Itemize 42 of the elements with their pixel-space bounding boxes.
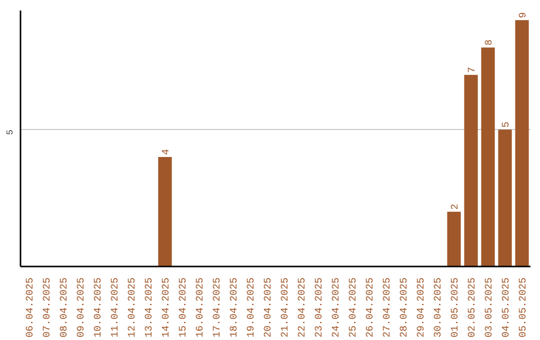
data-label: 8 [484,39,496,46]
x-tick-label: 20.04.2025 [264,277,274,338]
x-tick-label: 11.04.2025 [110,277,122,338]
x-tick-label: 30.04.2025 [434,277,444,338]
x-tick-label: 27.04.2025 [382,277,394,338]
x-tick-label: 29.04.2025 [416,277,428,338]
x-tick-label: 02.05.2025 [468,277,478,338]
x-tick-label: 21.04.2025 [280,277,292,338]
bar [464,74,478,266]
x-tick-label: 14.04.2025 [162,277,172,338]
x-tick-label: 03.05.2025 [484,277,496,338]
data-label: 4 [162,148,172,155]
x-tick-label: 16.04.2025 [196,277,206,338]
x-tick-label: 05.05.2025 [518,277,530,338]
bar [158,156,172,266]
x-tick-label: 28.04.2025 [400,277,410,338]
data-label: 2 [450,204,462,210]
x-tick-label: 06.04.2025 [26,277,36,338]
x-tick-label: 17.04.2025 [212,277,224,338]
x-tick-label: 15.04.2025 [178,277,190,338]
x-tick-label: 18.04.2025 [230,277,240,338]
x-tick-label: 25.04.2025 [348,277,360,338]
bar [447,212,461,266]
x-tick-label: 23.04.2025 [314,277,326,338]
x-tick-label: 24.04.2025 [332,277,342,338]
data-label: 7 [468,66,478,73]
data-label: 9 [518,12,530,18]
bar [481,47,495,266]
bar [515,20,529,266]
x-tick-label: 08.04.2025 [60,277,70,338]
x-tick-label: 10.04.2025 [94,277,104,338]
x-tick-label: 04.05.2025 [502,277,512,338]
x-tick-label: 01.05.2025 [450,277,462,338]
x-tick-label: 19.04.2025 [246,277,258,338]
x-tick-label: 12.04.2025 [128,277,138,338]
x-tick-label: 07.04.2025 [42,277,54,338]
bar [498,130,512,266]
x-tick-label: 22.04.2025 [298,277,308,338]
x-tick-label: 13.04.2025 [144,277,156,338]
data-label: 5 [502,122,512,128]
x-tick-label: 26.04.2025 [366,277,376,338]
x-tick-label: 09.04.2025 [76,277,88,338]
